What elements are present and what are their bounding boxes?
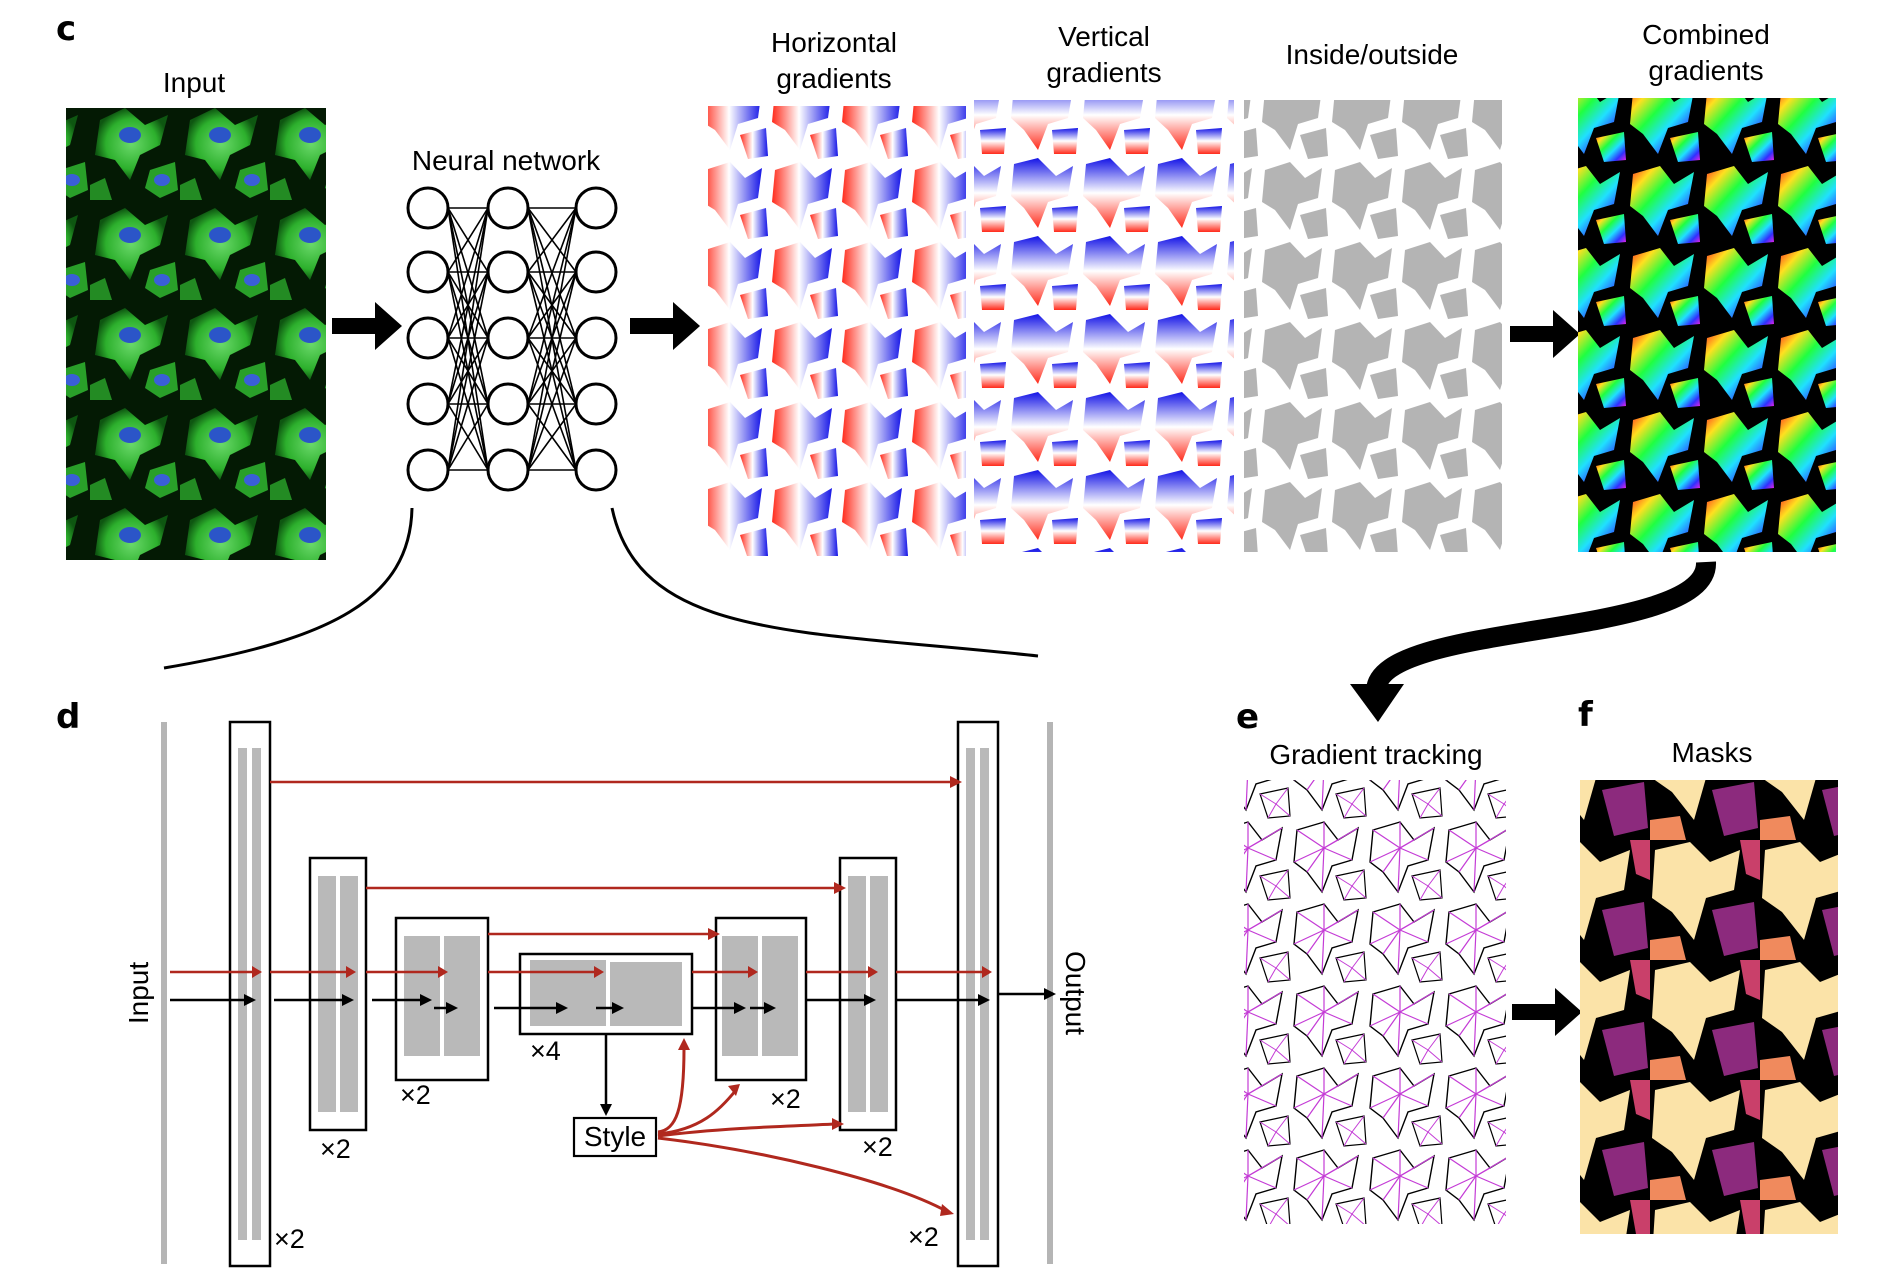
panel-letter-f: f bbox=[1578, 695, 1594, 735]
nn-node bbox=[406, 448, 450, 492]
nn-node bbox=[574, 448, 618, 492]
masks-image bbox=[1580, 780, 1838, 1234]
nn-node bbox=[574, 186, 618, 230]
repeat-label-bottleneck: ×4 bbox=[530, 1036, 561, 1066]
style-box bbox=[572, 1116, 658, 1158]
arrow-input-to-network-icon bbox=[332, 302, 402, 350]
nn-connection bbox=[527, 207, 577, 273]
input-microscopy-image bbox=[66, 108, 326, 560]
vertical-gradients-image bbox=[974, 100, 1234, 552]
neural-network-icon bbox=[447, 207, 577, 471]
inside-outside-label: Inside/outside bbox=[1286, 39, 1459, 70]
decoder-block-3 bbox=[714, 916, 808, 1082]
arrow-to-combined-icon bbox=[1510, 310, 1580, 358]
nn-node bbox=[486, 382, 530, 426]
nn-node bbox=[574, 382, 618, 426]
nn-connection bbox=[447, 403, 489, 471]
combined-gradients-label-line2: gradients bbox=[1648, 55, 1763, 86]
inside-outside-image bbox=[1244, 100, 1502, 552]
curved-arrow-head-icon bbox=[1350, 684, 1404, 722]
nn-node bbox=[486, 316, 530, 360]
nn-node bbox=[574, 316, 618, 360]
horizontal-gradients-image bbox=[708, 106, 966, 556]
masks-label: Masks bbox=[1672, 737, 1753, 768]
vertical-gradients-label-line2: gradients bbox=[1046, 57, 1161, 88]
nn-connection bbox=[447, 207, 489, 273]
panel-e: e Gradient tracking bbox=[1236, 697, 1582, 1224]
panel-f: f Masks bbox=[1578, 695, 1838, 1234]
skip-arrowheads bbox=[252, 776, 992, 978]
nn-connection bbox=[447, 271, 489, 471]
panel-c: c Input Neural network Horizontal gradie… bbox=[56, 9, 1836, 722]
panel-letter-d: d bbox=[56, 697, 80, 737]
nn-connection bbox=[447, 207, 489, 471]
repeat-label-dec2: ×2 bbox=[862, 1132, 893, 1162]
nn-connection bbox=[527, 337, 577, 471]
panel-d: d Input Output bbox=[56, 697, 1091, 1268]
unet-output-label: Output bbox=[1060, 951, 1091, 1035]
style-connections bbox=[657, 1047, 949, 1214]
horizontal-gradients-label-line2: gradients bbox=[776, 63, 891, 94]
bottleneck-block bbox=[518, 952, 694, 1036]
unet-input-label: Input bbox=[123, 962, 154, 1024]
arrow-to-masks-icon bbox=[1512, 988, 1582, 1036]
repeat-label-enc3: ×2 bbox=[400, 1080, 431, 1110]
horizontal-gradients-label-line1: Horizontal bbox=[771, 27, 897, 58]
nn-node bbox=[486, 250, 530, 294]
curved-arrow-to-tracking-icon bbox=[1366, 560, 1716, 693]
main-path-arrowheads bbox=[244, 988, 1056, 1116]
vertical-gradients-label-line1: Vertical bbox=[1058, 21, 1150, 52]
nn-node bbox=[406, 316, 450, 360]
zoom-line-right bbox=[610, 507, 1039, 658]
repeat-label-enc2: ×2 bbox=[320, 1134, 351, 1164]
nn-node bbox=[486, 448, 530, 492]
combined-gradients-label-line1: Combined bbox=[1642, 19, 1770, 50]
nn-connection bbox=[527, 207, 577, 471]
panel-letter-e: e bbox=[1236, 697, 1259, 737]
gradient-tracking-label: Gradient tracking bbox=[1269, 739, 1482, 770]
nn-connection bbox=[527, 271, 577, 471]
input-label: Input bbox=[163, 67, 225, 98]
style-label: Style bbox=[584, 1121, 646, 1152]
repeat-label-dec1: ×2 bbox=[908, 1222, 939, 1252]
gradient-tracking-image bbox=[1244, 780, 1506, 1224]
panel-letter-c: c bbox=[56, 9, 76, 49]
nn-node bbox=[406, 250, 450, 294]
encoder-block-2 bbox=[308, 856, 368, 1132]
style-arrowheads bbox=[678, 1038, 954, 1216]
nn-connection bbox=[527, 403, 577, 471]
neural-network-label: Neural network bbox=[412, 145, 601, 176]
skip-connections bbox=[170, 780, 982, 974]
decoder-block-2 bbox=[838, 856, 898, 1132]
combined-gradients-image bbox=[1578, 98, 1836, 552]
nn-connection bbox=[527, 207, 577, 339]
arrow-network-to-outputs-icon bbox=[630, 302, 700, 350]
neural-network-nodes bbox=[406, 186, 618, 492]
nn-node bbox=[406, 382, 450, 426]
main-path bbox=[170, 992, 1044, 1104]
repeat-label-dec3: ×2 bbox=[770, 1084, 801, 1114]
nn-node bbox=[486, 186, 530, 230]
nn-connection bbox=[447, 207, 489, 405]
repeat-label-enc1: ×2 bbox=[274, 1224, 305, 1254]
nn-node bbox=[574, 250, 618, 294]
encoder-block-1 bbox=[228, 720, 272, 1268]
nn-connection bbox=[447, 337, 489, 471]
nn-node bbox=[406, 186, 450, 230]
nn-connection bbox=[527, 207, 577, 405]
nn-connection bbox=[447, 207, 489, 339]
zoom-line-left bbox=[163, 507, 414, 670]
